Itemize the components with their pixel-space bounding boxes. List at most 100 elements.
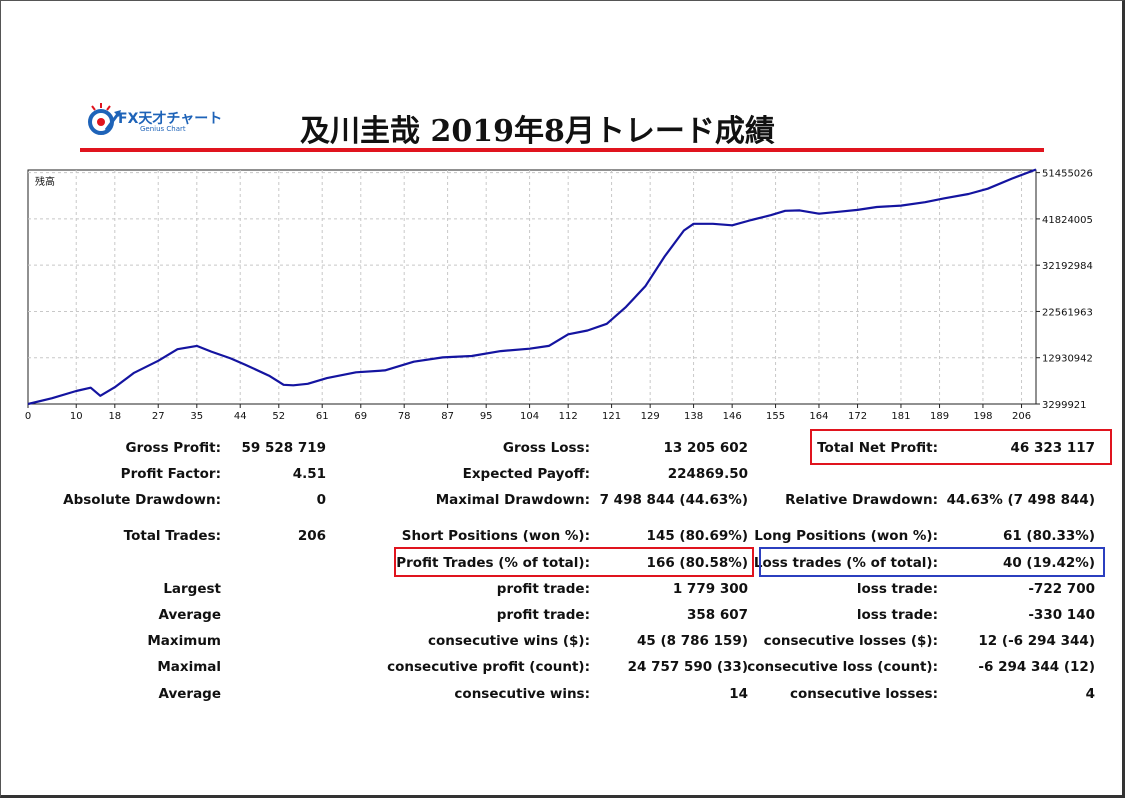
loss-trades-highlight — [759, 547, 1105, 577]
loss-trades-label: Loss trades (% of total): — [753, 555, 938, 571]
x-tick-label: 61 — [316, 411, 329, 422]
balance-line — [27, 168, 1037, 406]
total-net-profit-label: Total Net Profit: — [817, 440, 938, 456]
largest-profit-value: 1 779 300 — [672, 581, 748, 597]
profit-factor-label: Profit Factor: — [120, 466, 221, 482]
plot-frame — [27, 169, 1037, 405]
x-tick-label: 27 — [152, 411, 165, 422]
largest-loss-label: loss trade: — [856, 581, 938, 597]
average-consecutive-losses-label: consecutive losses: — [790, 686, 938, 702]
total-trades-label: Total Trades: — [123, 528, 221, 544]
average-profit-label: profit trade: — [496, 607, 590, 623]
average-consecutive-wins-value: 14 — [729, 686, 748, 702]
maximal-consecutive-profit-label: consecutive profit (count): — [387, 659, 590, 675]
x-tick-label: 164 — [809, 411, 828, 422]
x-tick-label: 146 — [723, 411, 742, 422]
profit-factor-value: 4.51 — [292, 466, 326, 482]
maximal-consecutive-loss-label: consecutive loss (count): — [747, 659, 938, 675]
max-consecutive-losses-value: 12 (-6 294 344) — [978, 633, 1095, 649]
short-positions-value: 145 (80.69%) — [646, 528, 748, 544]
average-label: Average — [158, 607, 221, 623]
gross-loss-label: Gross Loss: — [502, 440, 590, 456]
short-positions-label: Short Positions (won %): — [401, 528, 590, 544]
y-axis: 3299921 12930942 22561963 32192984 41824005 5… — [1036, 169, 1093, 411]
y-tick-label: 3299921 — [1042, 400, 1087, 411]
logo: FX天才チャート Genius Chart — [86, 96, 246, 142]
max-consecutive-wins-label: consecutive wins ($): — [427, 633, 590, 649]
maximal-drawdown-value: 7 498 844 (44.63%) — [599, 492, 748, 508]
x-tick-label: 172 — [848, 411, 867, 422]
max-consecutive-losses-label: consecutive losses ($): — [763, 633, 938, 649]
loss-trades-value: 40 (19.42%) — [1002, 555, 1095, 571]
maximal-consecutive-loss-value: -6 294 344 (12) — [978, 659, 1095, 675]
long-positions-value: 61 (80.33%) — [1002, 528, 1095, 544]
y-tick-label: 41824005 — [1042, 215, 1093, 226]
largest-profit-label: profit trade: — [496, 581, 590, 597]
max-consecutive-wins-value: 45 (8 786 159) — [637, 633, 748, 649]
average-profit-value: 358 607 — [686, 607, 748, 623]
profit-trades-highlight — [394, 547, 754, 577]
gross-loss-value: 13 205 602 — [663, 440, 748, 456]
relative-drawdown-label: Relative Drawdown: — [785, 492, 938, 508]
total-net-profit-value: 46 323 117 — [1010, 440, 1095, 456]
largest-loss-value: -722 700 — [1028, 581, 1095, 597]
total-net-profit-highlight — [810, 429, 1112, 465]
maximal-drawdown-label: Maximal Drawdown: — [435, 492, 590, 508]
absolute-drawdown-label: Absolute Drawdown: — [63, 492, 221, 508]
x-tick-label: 0 — [25, 411, 31, 422]
balance-chart: 0 10 18 27 35 44 52 61 69 78 87 95 104 112 121 129 138 14… — [25, 168, 1093, 422]
x-tick-label: 181 — [891, 411, 910, 422]
long-positions-label: Long Positions (won %): — [754, 528, 938, 544]
x-tick-label: 35 — [190, 411, 203, 422]
expected-payoff-label: Expected Payoff: — [462, 466, 590, 482]
x-tick-label: 189 — [930, 411, 949, 422]
chart-grid — [28, 170, 1036, 404]
x-tick-label: 206 — [1012, 411, 1031, 422]
total-trades-value: 206 — [297, 528, 326, 544]
logo-subtitle: Genius Chart — [140, 125, 186, 133]
x-tick-label: 87 — [441, 411, 454, 422]
y-axis-label: 残高 — [35, 175, 55, 188]
maximum-label: Maximum — [147, 633, 221, 649]
gross-profit-value: 59 528 719 — [241, 440, 326, 456]
x-axis: 0 10 18 27 35 44 52 61 69 78 87 95 104 112 121 129 138 14… — [25, 404, 1031, 422]
largest-label: Largest — [163, 581, 221, 597]
x-tick-label: 112 — [559, 411, 578, 422]
y-tick-label: 12930942 — [1042, 354, 1093, 365]
profit-trades-value: 166 (80.58%) — [646, 555, 748, 571]
x-tick-label: 155 — [766, 411, 785, 422]
x-tick-label: 121 — [602, 411, 621, 422]
y-tick-label: 51455026 — [1042, 169, 1093, 180]
absolute-drawdown-value: 0 — [316, 492, 326, 508]
y-tick-label: 22561963 — [1042, 307, 1093, 318]
y-tick-label: 32192984 — [1042, 261, 1093, 272]
x-tick-label: 138 — [684, 411, 703, 422]
title-underline — [80, 148, 1044, 152]
balance-series — [27, 168, 1037, 406]
average-loss-value: -330 140 — [1028, 607, 1095, 623]
average-consecutive-losses-value: 4 — [1085, 686, 1095, 702]
maximal-label: Maximal — [157, 659, 221, 675]
page-title: 及川圭哉 2019年8月トレード成績 — [300, 114, 775, 149]
x-tick-label: 44 — [234, 411, 247, 422]
average-consecutive-wins-label: consecutive wins: — [454, 686, 590, 702]
gross-profit-label: Gross Profit: — [125, 440, 221, 456]
average-loss-label: loss trade: — [856, 607, 938, 623]
x-tick-label: 18 — [108, 411, 121, 422]
x-tick-label: 10 — [70, 411, 83, 422]
x-tick-label: 52 — [272, 411, 285, 422]
genius-chart-logo-icon — [88, 103, 121, 135]
average-consecutive-label: Average — [158, 686, 221, 702]
maximal-consecutive-profit-value: 24 757 590 (33) — [627, 659, 748, 675]
x-tick-label: 95 — [480, 411, 493, 422]
relative-drawdown-value: 44.63% (7 498 844) — [946, 492, 1095, 508]
expected-payoff-value: 224869.50 — [667, 466, 748, 482]
logo-brand-text: FX天才チャート — [118, 111, 223, 127]
x-tick-label: 198 — [973, 411, 992, 422]
x-tick-label: 104 — [520, 411, 539, 422]
x-tick-label: 129 — [641, 411, 660, 422]
profit-trades-label: Profit Trades (% of total): — [396, 555, 590, 571]
x-tick-label: 69 — [354, 411, 367, 422]
x-tick-label: 78 — [398, 411, 411, 422]
